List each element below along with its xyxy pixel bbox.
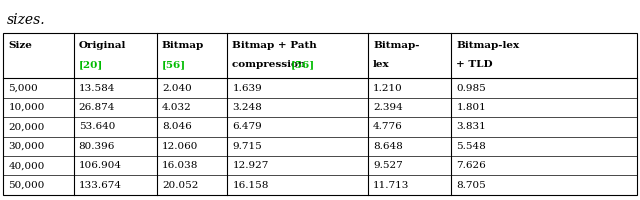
Text: Size: Size <box>8 41 32 50</box>
Text: 9.715: 9.715 <box>232 142 262 151</box>
Text: Bitmap-lex: Bitmap-lex <box>456 41 520 50</box>
Text: 7.626: 7.626 <box>456 161 486 170</box>
Text: 9.527: 9.527 <box>373 161 403 170</box>
Text: 106.904: 106.904 <box>79 161 122 170</box>
Text: 80.396: 80.396 <box>79 142 115 151</box>
Text: [56]: [56] <box>162 60 186 69</box>
Text: + TLD: + TLD <box>456 60 493 69</box>
Text: 8.648: 8.648 <box>373 142 403 151</box>
Text: 1.210: 1.210 <box>373 84 403 93</box>
Text: 13.584: 13.584 <box>79 84 115 93</box>
Text: [20]: [20] <box>79 60 103 69</box>
Text: 2.040: 2.040 <box>162 84 191 93</box>
Text: 4.776: 4.776 <box>373 122 403 131</box>
Text: 5.548: 5.548 <box>456 142 486 151</box>
Text: 26.874: 26.874 <box>79 103 115 112</box>
Text: Bitmap-: Bitmap- <box>373 41 420 50</box>
Text: 20.052: 20.052 <box>162 181 198 190</box>
Text: 11.713: 11.713 <box>373 181 410 190</box>
Text: 53.640: 53.640 <box>79 122 115 131</box>
Text: 3.248: 3.248 <box>232 103 262 112</box>
Text: 1.801: 1.801 <box>456 103 486 112</box>
Text: 5,000: 5,000 <box>8 84 38 93</box>
Text: [56]: [56] <box>291 60 316 69</box>
Text: 16.158: 16.158 <box>232 181 269 190</box>
Text: 40,000: 40,000 <box>8 161 45 170</box>
Text: Bitmap: Bitmap <box>162 41 204 50</box>
Text: 50,000: 50,000 <box>8 181 45 190</box>
Text: sizes.: sizes. <box>6 13 45 27</box>
Text: compression: compression <box>232 60 309 69</box>
Text: 16.038: 16.038 <box>162 161 198 170</box>
Text: 4.032: 4.032 <box>162 103 191 112</box>
Text: 12.927: 12.927 <box>232 161 269 170</box>
Text: 30,000: 30,000 <box>8 142 45 151</box>
Text: 6.479: 6.479 <box>232 122 262 131</box>
Text: 2.394: 2.394 <box>373 103 403 112</box>
Text: Bitmap + Path: Bitmap + Path <box>232 41 317 50</box>
Text: 20,000: 20,000 <box>8 122 45 131</box>
Text: 1.639: 1.639 <box>232 84 262 93</box>
Text: Original: Original <box>79 41 126 50</box>
Text: lex: lex <box>373 60 390 69</box>
Text: 133.674: 133.674 <box>79 181 122 190</box>
Text: 0.985: 0.985 <box>456 84 486 93</box>
Text: 8.046: 8.046 <box>162 122 191 131</box>
Text: 8.705: 8.705 <box>456 181 486 190</box>
Text: 12.060: 12.060 <box>162 142 198 151</box>
Text: 10,000: 10,000 <box>8 103 45 112</box>
Text: 3.831: 3.831 <box>456 122 486 131</box>
